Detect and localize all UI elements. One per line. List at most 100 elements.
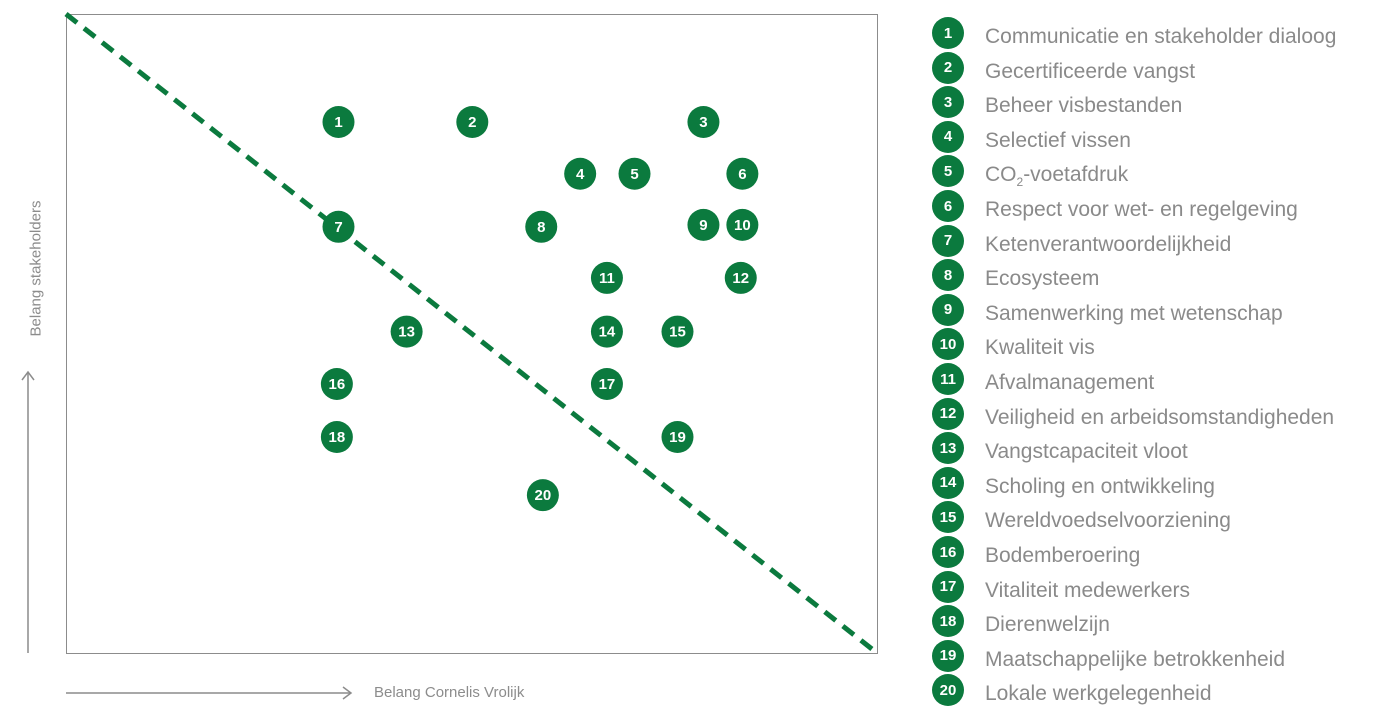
data-point-label: 16	[329, 376, 346, 393]
diagonal-dashed-line	[64, 12, 879, 655]
data-point-marker	[724, 261, 757, 294]
data-point-label: 17	[599, 376, 616, 393]
data-point-20: 20	[526, 479, 559, 512]
data-point-marker	[661, 421, 694, 454]
legend-label: Scholing en ontwikkeling	[985, 474, 1215, 498]
data-point-13: 13	[390, 315, 423, 348]
legend-label: Beheer visbestanden	[985, 94, 1183, 118]
data-point-label: 4	[576, 166, 585, 183]
y-axis-arrow	[21, 370, 35, 653]
legend-number-badge: 11	[932, 363, 964, 395]
legend-label: Ketenverantwoordelijkheid	[985, 232, 1232, 256]
data-point-label: 13	[398, 324, 415, 341]
data-point-label: 2	[468, 114, 476, 131]
data-point-marker	[322, 105, 355, 138]
legend-label: Gecertificeerde vangst	[985, 59, 1196, 83]
data-point-11: 11	[590, 261, 623, 294]
data-point-marker	[590, 367, 623, 400]
data-point-label: 7	[334, 219, 342, 236]
legend-number-badge: 9	[932, 293, 964, 326]
y-axis-label: Belang stakeholders	[27, 200, 45, 337]
data-point-label: 6	[738, 166, 746, 183]
legend-label: Respect voor wet- en regelgeving	[985, 198, 1298, 221]
data-point-4: 4	[564, 157, 597, 190]
legend-label: CO2-voetafdruk	[985, 163, 1129, 190]
legend-number-badge: 19	[932, 639, 964, 672]
legend-label: Afvalmanagement	[985, 371, 1155, 394]
data-point-label: 18	[329, 429, 346, 446]
data-point-19: 19	[661, 421, 694, 454]
data-point-16: 16	[320, 367, 353, 400]
legend-label: Communicatie en stakeholder dialoog	[985, 25, 1337, 48]
plot-frame	[66, 14, 878, 654]
data-point-2: 2	[456, 105, 489, 138]
legend-label: Bodemberoering	[985, 544, 1141, 567]
legend-number-badge: 7	[932, 224, 964, 257]
data-point-marker	[590, 261, 623, 294]
data-point-marker	[526, 479, 559, 512]
data-point-1: 1	[322, 105, 355, 138]
legend-number-badge: 17	[932, 570, 964, 603]
data-point-label: 5	[630, 166, 638, 183]
legend-number-badge: 6	[932, 190, 964, 222]
data-point-marker	[390, 315, 423, 348]
data-point-5: 5	[618, 157, 651, 190]
data-point-12: 12	[724, 261, 757, 294]
legend-number-badge: 20	[932, 674, 964, 707]
legend-label: Ecosysteem	[985, 267, 1100, 291]
data-point-marker	[320, 421, 353, 454]
data-point-17: 17	[590, 367, 623, 400]
legend-label: Maatschappelijke betrokkenheid	[985, 647, 1286, 671]
legend-label: Selectief vissen	[985, 128, 1131, 152]
data-point-marker	[456, 105, 489, 138]
data-point-marker	[726, 157, 759, 190]
data-point-3: 3	[687, 105, 720, 138]
data-point-marker	[687, 105, 720, 138]
legend-number-badge: 8	[932, 259, 964, 292]
legend-label: Dierenwelzijn	[985, 613, 1110, 637]
data-point-6: 6	[726, 157, 759, 190]
legend-number-badge: 2	[932, 51, 964, 84]
data-point-label: 1	[334, 114, 342, 131]
legend-number-badge: 15	[932, 501, 964, 534]
data-point-8: 8	[525, 210, 558, 243]
data-point-label: 15	[669, 324, 686, 341]
legend-number-badge: 3	[932, 86, 964, 119]
data-point-marker	[687, 208, 720, 241]
data-point-label: 14	[599, 324, 616, 341]
legend-number-badge: 5	[932, 155, 964, 188]
data-point-label: 8	[537, 219, 545, 236]
data-point-marker	[618, 157, 651, 190]
data-point-label: 11	[599, 270, 615, 287]
legend-number-badge: 18	[932, 605, 964, 638]
data-point-marker	[322, 210, 355, 243]
data-point-label: 10	[734, 217, 751, 234]
legend-label: Samenwerking met wetenschap	[985, 301, 1283, 325]
legend-number-badge: 12	[932, 397, 964, 430]
legend-number-badge: 13	[932, 432, 964, 465]
data-point-label: 9	[699, 217, 707, 234]
legend-label: Lokale werkgelegenheid	[985, 682, 1212, 706]
data-point-10: 10	[726, 208, 759, 241]
legend-number-badge: 1	[932, 17, 964, 49]
data-point-marker	[564, 157, 597, 190]
x-axis-label: Belang Cornelis Vrolijk	[374, 684, 525, 701]
legend-number-badge: 10	[932, 328, 964, 361]
data-point-marker	[590, 315, 623, 348]
data-point-label: 3	[699, 114, 707, 131]
data-point-label: 12	[732, 270, 749, 287]
data-point-marker	[525, 210, 558, 243]
data-point-15: 15	[661, 315, 694, 348]
x-axis-arrow	[66, 686, 353, 700]
data-point-label: 19	[669, 429, 686, 446]
legend-number-badge: 4	[932, 120, 964, 153]
legend-label: Wereldvoedselvoorziening	[985, 509, 1231, 533]
data-point-marker	[661, 315, 694, 348]
data-point-marker	[726, 208, 759, 241]
data-point-9: 9	[687, 208, 720, 241]
legend-label: Vitaliteit medewerkers	[985, 578, 1191, 602]
legend-label: Kwaliteit vis	[985, 336, 1095, 360]
legend-label: Vangstcapaciteit vloot	[985, 440, 1188, 464]
